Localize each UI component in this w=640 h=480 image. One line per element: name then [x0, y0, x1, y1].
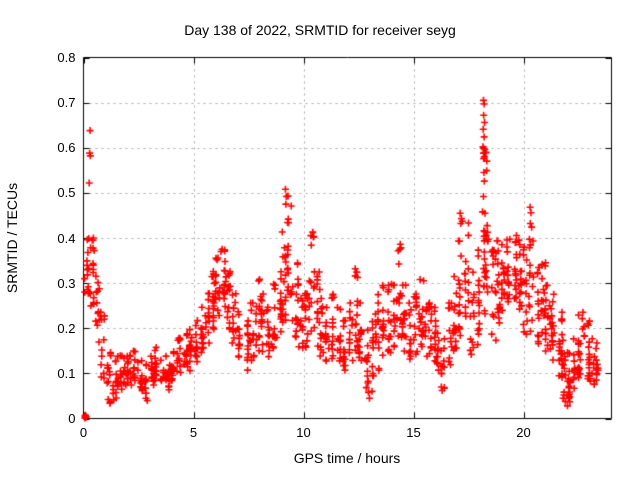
- y-tick-label: 0.3: [57, 275, 76, 291]
- x-tick-label: 15: [406, 424, 421, 440]
- y-tick-label: 0.1: [57, 365, 76, 381]
- y-tick-label: 0.4: [57, 230, 76, 246]
- y-tick-label: 0.5: [57, 185, 76, 201]
- y-tick-label: 0.2: [57, 320, 76, 336]
- x-axis-label: GPS time / hours: [293, 450, 401, 466]
- y-tick-label: 0.6: [57, 140, 76, 156]
- chart-title: Day 138 of 2022, SRMTID for receiver sey…: [184, 22, 456, 38]
- y-tick-label: 0: [68, 411, 76, 426]
- x-tick-label: 10: [296, 424, 311, 440]
- x-tick-label: 20: [516, 424, 531, 440]
- x-tick-label: 0: [79, 424, 88, 440]
- x-tick-label: 5: [189, 424, 198, 440]
- y-tick-label: 0.8: [57, 50, 76, 65]
- y-tick-label: 0.7: [57, 95, 76, 111]
